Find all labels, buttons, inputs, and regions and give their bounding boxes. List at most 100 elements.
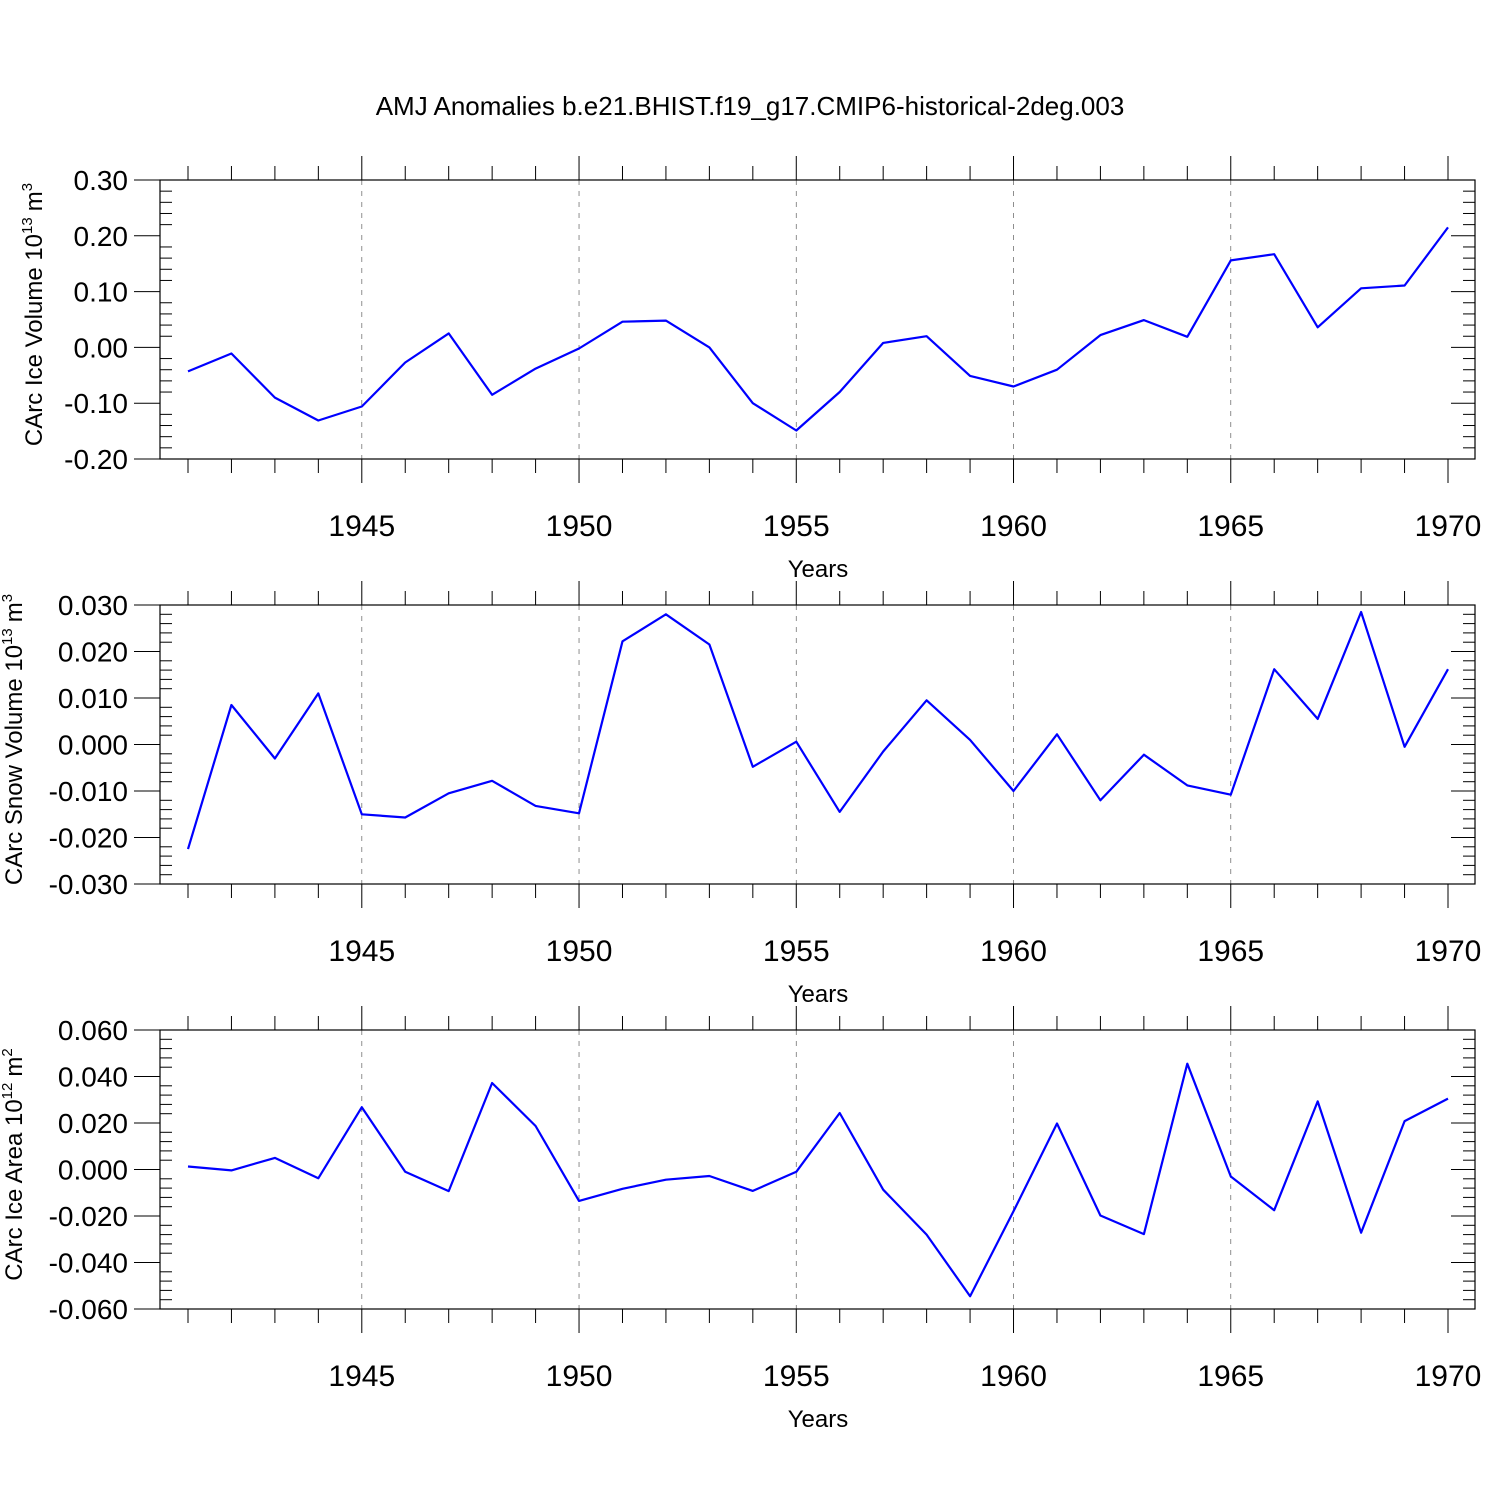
y-axis-label-exponent: 13: [0, 628, 16, 645]
data-point: [359, 404, 365, 410]
data-point: [1184, 334, 1190, 340]
data-point: [446, 790, 452, 796]
data-point: [489, 1080, 495, 1086]
data-point: [837, 809, 843, 815]
plot-frame: [159, 179, 1476, 460]
data-point: [1358, 609, 1364, 615]
data-point: [706, 642, 712, 648]
data-point: [1315, 1098, 1321, 1104]
data-point: [1402, 1118, 1408, 1124]
data-point: [359, 1104, 365, 1110]
y-tick-label: 0.010: [58, 683, 128, 714]
y-tick-label: 0.000: [58, 1155, 128, 1186]
y-tick-label: -0.20: [64, 444, 128, 475]
y-axis-label-unit-exponent: 2: [0, 1048, 16, 1056]
data-point: [315, 417, 321, 423]
data-point: [315, 690, 321, 696]
data-point: [793, 739, 799, 745]
data-point: [837, 1110, 843, 1116]
data-point: [1402, 744, 1408, 750]
data-point: [619, 319, 625, 325]
x-tick-label: 1970: [1415, 935, 1482, 968]
data-point: [793, 428, 799, 434]
data-point: [1271, 1207, 1277, 1213]
data-point: [533, 803, 539, 809]
data-point: [706, 1173, 712, 1179]
x-tick-label: 1950: [546, 1360, 613, 1393]
y-tick-label: 0.040: [58, 1062, 128, 1093]
x-tick-label: 1960: [980, 1360, 1047, 1393]
data-point: [446, 330, 452, 336]
x-tick-label: 1955: [763, 935, 830, 968]
x-tick-label: 1970: [1415, 510, 1482, 543]
data-point: [663, 611, 669, 617]
panel-2: -0.030 -0.020 -0.010 0.000 0.010 0.020 0.030 19…: [0, 581, 1481, 1008]
y-axis-label: CArc Snow Volume 1013 m3: [0, 594, 28, 885]
y-tick-label: 0.020: [58, 637, 128, 668]
data-point: [1054, 367, 1060, 373]
data-point: [924, 333, 930, 339]
y-axis-label: CArc Ice Area 1012 m2: [0, 1048, 28, 1280]
data-point: [967, 737, 973, 743]
y-tick-label: -0.060: [49, 1294, 128, 1325]
x-tick-label: 1970: [1415, 1360, 1482, 1393]
figure-title: AMJ Anomalies b.e21.BHIST.f19_g17.CMIP6-…: [376, 91, 1125, 121]
data-point: [533, 1123, 539, 1129]
data-point: [1271, 666, 1277, 672]
y-tick-label: 0.10: [74, 277, 129, 308]
data-point: [1141, 752, 1147, 758]
x-axis-label: Years: [788, 981, 849, 1008]
data-point: [750, 764, 756, 770]
data-point: [1054, 731, 1060, 737]
series-line: [186, 610, 1449, 850]
x-tick-label: 1955: [763, 510, 830, 543]
y-axis-label: CArc Ice Volume 1013 m3: [19, 183, 48, 446]
data-point: [880, 748, 886, 754]
series-line: [187, 226, 1449, 432]
data-point: [315, 1175, 321, 1181]
panel-1: -0.20 -0.10 0.00 0.10 0.20 0.30 1945 1950 1955 19…: [19, 156, 1481, 583]
x-tick-label: 1955: [763, 1360, 830, 1393]
data-point: [185, 1163, 191, 1169]
data-point: [1315, 716, 1321, 722]
x-tick-label: 1965: [1197, 1360, 1264, 1393]
data-point: [967, 1293, 973, 1299]
data-point: [402, 1169, 408, 1175]
data-point: [1402, 282, 1408, 288]
data-point: [924, 1232, 930, 1238]
y-tick-label: -0.010: [49, 776, 128, 807]
data-point: [619, 1186, 625, 1192]
data-point: [663, 318, 669, 324]
data-point: [1097, 797, 1103, 803]
data-point: [924, 697, 930, 703]
data-point: [1271, 251, 1277, 257]
y-axis-label-text: CArc Snow Volume 10: [1, 645, 28, 885]
y-tick-label: 0.30: [74, 165, 129, 196]
data-point: [402, 815, 408, 821]
data-point: [272, 1155, 278, 1161]
x-tick-label: 1965: [1197, 935, 1264, 968]
data-point: [359, 811, 365, 817]
y-tick-label: -0.040: [49, 1248, 128, 1279]
y-axis-label-exponent: 12: [0, 1083, 16, 1100]
data-point: [1011, 383, 1017, 389]
data-point: [1445, 224, 1451, 230]
y-axis-label-text: CArc Ice Area 10: [1, 1099, 28, 1280]
y-tick-label: -0.020: [49, 1201, 128, 1232]
y-axis-label-exponent: 13: [19, 217, 36, 234]
y-axis-label-unit-exponent: 3: [0, 594, 16, 602]
x-tick-label: 1960: [980, 510, 1047, 543]
data-point: [576, 346, 582, 352]
data-point: [228, 1167, 234, 1173]
panels: -0.20 -0.10 0.00 0.10 0.20 0.30 1945 1950 1955 19…: [0, 156, 1481, 1433]
y-tick-label: -0.030: [49, 869, 128, 900]
data-point: [619, 638, 625, 644]
data-point: [1141, 317, 1147, 323]
y-tick-label: 0.060: [58, 1015, 128, 1046]
data-point: [185, 846, 191, 852]
series-line: [187, 1062, 1449, 1298]
data-point: [967, 373, 973, 379]
data-point: [1445, 1096, 1451, 1102]
